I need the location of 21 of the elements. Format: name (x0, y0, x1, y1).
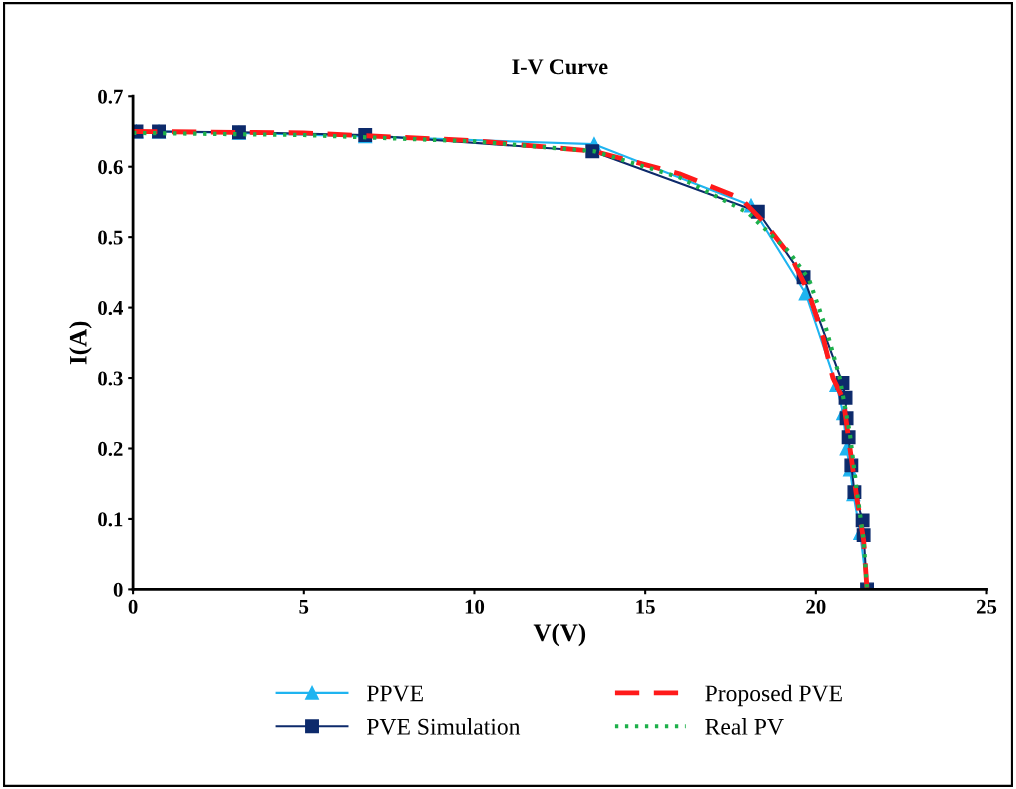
y-tick-label: 0.1 (98, 512, 123, 527)
legend-label: PPVE (367, 685, 423, 702)
x-tick-label: 15 (636, 599, 655, 614)
legend-label: Real PV (705, 718, 784, 735)
x-tick-label: 20 (806, 599, 826, 614)
legend-label: PVE Simulation (367, 718, 521, 735)
y-tick-label: 0.6 (98, 160, 123, 175)
legend-label: Proposed PVE (705, 684, 842, 707)
chart-title: I-V Curve (512, 59, 608, 75)
x-tick-label: 10 (465, 599, 485, 614)
y-tick-label: 0.3 (98, 371, 123, 386)
x-axis-title: V(V) (533, 623, 586, 647)
y-tick-label: 0.2 (98, 441, 123, 457)
y-tick-label: 0.7 (98, 89, 123, 104)
x-tick-label: 0 (128, 599, 138, 614)
x-tick-label: 25 (976, 599, 997, 614)
y-tick-label: 0.5 (98, 230, 123, 245)
y-tick-label: 0 (113, 582, 123, 597)
y-axis-title: I(A) (69, 321, 92, 365)
x-tick-label: 5 (299, 599, 309, 614)
y-tick-label: 0.4 (98, 300, 123, 316)
